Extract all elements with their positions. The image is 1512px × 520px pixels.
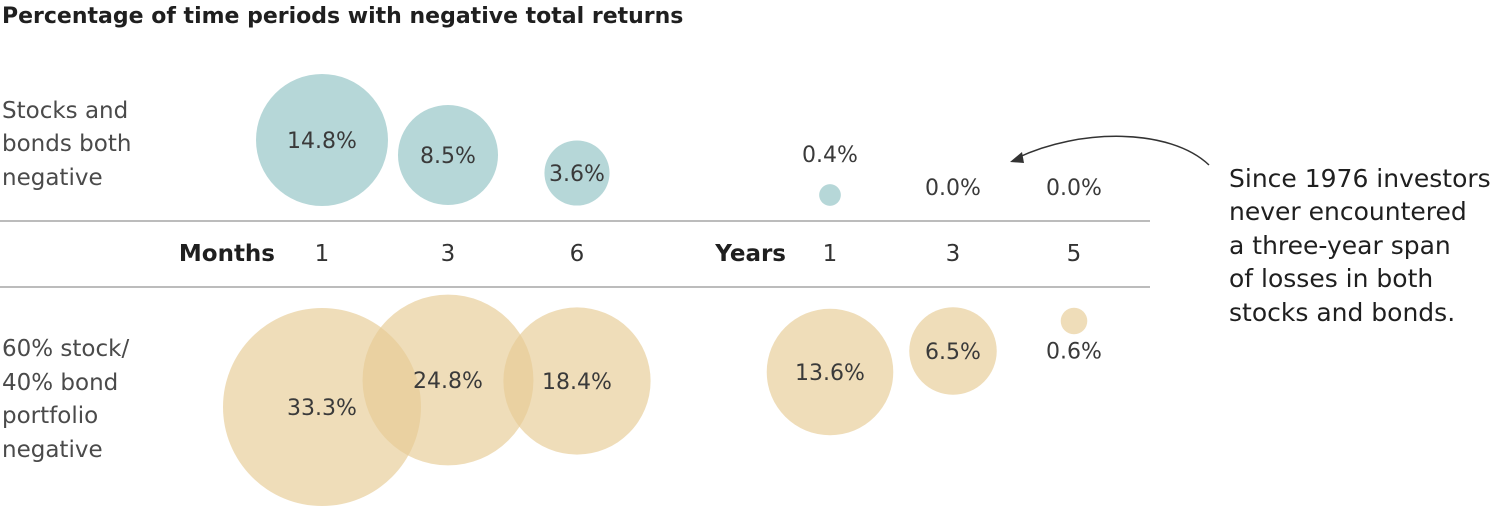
data-label: 33.3% xyxy=(287,396,357,421)
data-label: 0.0% xyxy=(1046,176,1102,201)
bubbles xyxy=(223,74,1088,506)
annotation-line: Since 1976 investors xyxy=(1229,164,1491,193)
data-label: 14.8% xyxy=(287,129,357,154)
group-label-months: Months xyxy=(179,241,275,267)
data-label: 0.4% xyxy=(802,143,858,168)
data-label: 3.6% xyxy=(549,162,605,187)
period-tick-label: 1 xyxy=(823,241,838,267)
row-label-line: portfolio xyxy=(2,403,98,429)
row-label-portfolio: 60% stock/ 40% bond portfolio negative xyxy=(2,336,129,463)
period-tick-label: 5 xyxy=(1067,241,1082,267)
row-label-line: Stocks and xyxy=(2,98,128,124)
data-label: 6.5% xyxy=(925,340,981,365)
data-label: 24.8% xyxy=(413,369,483,394)
annotation-line: of losses in both xyxy=(1229,264,1433,293)
row-label-stocks-bonds: Stocks and bonds both negative xyxy=(2,98,131,191)
chart-title: Percentage of time periods with negative… xyxy=(2,4,683,29)
row-label-line: bonds both xyxy=(2,131,131,157)
data-label: 0.0% xyxy=(925,176,981,201)
row-label-line: negative xyxy=(2,437,103,463)
bubble xyxy=(397,104,499,206)
row-label-line: 60% stock/ xyxy=(2,336,129,362)
annotation-arrowhead xyxy=(1010,152,1024,163)
bubble xyxy=(544,140,610,206)
row-label-line: negative xyxy=(2,165,103,191)
bubble xyxy=(766,308,894,436)
bubble xyxy=(909,307,997,395)
period-tick-label: 3 xyxy=(946,241,961,267)
group-label-years: Years xyxy=(714,241,786,267)
data-label: 8.5% xyxy=(420,144,476,169)
bubble xyxy=(362,294,534,466)
annotation-line: stocks and bonds. xyxy=(1229,298,1455,327)
annotation-line: never encountered xyxy=(1229,197,1467,226)
period-tick-label: 3 xyxy=(441,241,456,267)
annotation: Since 1976 investors never encountered a… xyxy=(1010,135,1491,327)
bubble xyxy=(819,184,841,206)
data-label: 18.4% xyxy=(542,370,612,395)
bubble xyxy=(256,74,388,206)
annotation-arrow xyxy=(1016,135,1210,166)
bubble xyxy=(503,307,651,455)
annotation-line: a three-year span xyxy=(1229,231,1451,260)
row-label-line: 40% bond xyxy=(2,370,118,396)
period-tick-labels: 1 3 6 1 3 5 xyxy=(315,241,1082,267)
data-label: 0.6% xyxy=(1046,339,1102,364)
bubble xyxy=(1060,307,1088,335)
period-tick-label: 1 xyxy=(315,241,330,267)
data-labels: 14.8% 8.5% 3.6% 0.4% 0.0% 0.0% 33.3% 24.8% 18.4%… xyxy=(287,129,1102,421)
period-tick-label: 6 xyxy=(570,241,585,267)
data-label: 13.6% xyxy=(795,361,865,386)
